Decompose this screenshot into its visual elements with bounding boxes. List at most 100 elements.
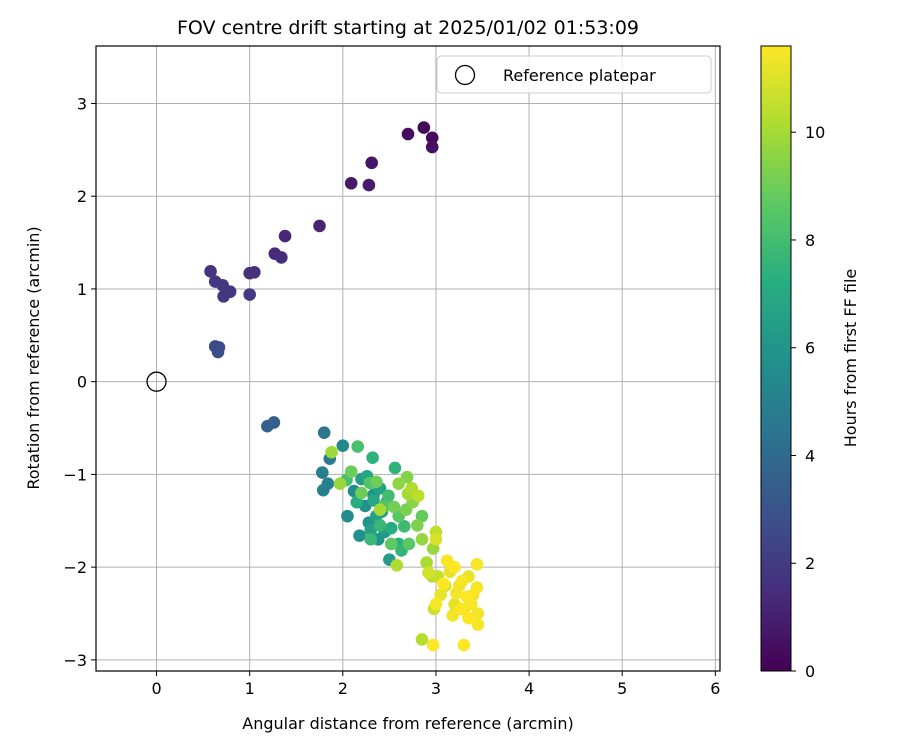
data-point: [373, 503, 387, 516]
y-tick-label: −3: [63, 651, 87, 670]
colorbar-tick-label: 6: [805, 339, 815, 358]
data-point: [366, 451, 379, 465]
chart-title: FOV centre drift starting at 2025/01/02 …: [177, 17, 639, 39]
legend-box: [436, 55, 712, 94]
data-point: [344, 465, 358, 478]
data-point: [333, 477, 347, 490]
data-point: [267, 416, 281, 429]
data-point: [415, 633, 429, 646]
data-point: [344, 176, 358, 190]
colorbar-gradient: [760, 45, 792, 672]
data-point: [411, 519, 424, 532]
x-axis-label: Angular distance from reference (arcmin): [242, 714, 573, 733]
data-point: [243, 288, 256, 301]
x-tick-label: 0: [151, 679, 161, 698]
data-point: [392, 477, 405, 490]
data-point: [362, 178, 376, 192]
reference-point: [146, 371, 167, 392]
data-point: [370, 475, 383, 489]
data-point: [454, 602, 468, 616]
y-axis-label: Rotation from reference (arcmin): [24, 226, 43, 489]
data-point: [316, 466, 329, 479]
data-point: [471, 607, 485, 620]
data-point: [460, 590, 473, 604]
colorbar-tick-label: 10: [805, 123, 825, 142]
x-tick-label: 1: [245, 679, 255, 698]
data-point: [384, 521, 398, 535]
data-point: [364, 533, 378, 546]
data-point: [448, 560, 461, 574]
data-point: [471, 618, 485, 631]
x-tick-label: 3: [431, 679, 441, 698]
data-point: [415, 533, 429, 546]
data-point: [316, 483, 330, 497]
data-point: [387, 500, 401, 514]
legend-marker: [454, 64, 476, 86]
data-point: [355, 486, 368, 500]
colorbar: 0 2 4 6 8 10 Hours from first FF file: [760, 45, 860, 681]
data-point: [351, 440, 365, 453]
data-point: [415, 509, 429, 523]
data-point: [388, 461, 402, 475]
grid-lines: [96, 46, 720, 671]
reference-marker: [146, 371, 167, 392]
x-tick-label: 4: [524, 679, 534, 698]
data-point: [278, 229, 292, 243]
data-point: [275, 251, 288, 264]
x-tick-label: 2: [338, 679, 348, 698]
data-point: [382, 489, 395, 503]
data-point: [402, 537, 416, 551]
data-point: [401, 127, 415, 141]
colorbar-tick-label: 4: [805, 446, 815, 465]
data-point: [390, 558, 404, 572]
data-point: [364, 523, 378, 537]
y-tick-label: 1: [77, 280, 87, 299]
colorbar-tick-label: 8: [805, 231, 815, 250]
y-tick-label: 2: [77, 187, 87, 206]
colorbar-tick-label: 2: [805, 554, 815, 573]
data-point: [470, 558, 484, 571]
y-tick-label: −2: [63, 558, 87, 577]
data-point: [325, 445, 338, 459]
data-point: [470, 581, 484, 594]
x-axis-ticks: 0 1 2 3 4 5 6: [151, 671, 720, 698]
data-point: [313, 219, 326, 233]
data-point: [336, 439, 350, 452]
y-tick-label: 0: [77, 373, 87, 392]
data-point: [353, 529, 366, 542]
data-point: [384, 537, 398, 551]
x-tick-label: 5: [617, 679, 627, 698]
data-point: [397, 520, 411, 533]
colorbar-label: Hours from first FF file: [841, 269, 860, 448]
legend: Reference platepar: [436, 55, 712, 94]
data-point: [317, 426, 331, 439]
data-point: [217, 290, 230, 303]
legend-label: Reference platepar: [503, 66, 656, 85]
data-point: [426, 638, 440, 652]
data-point: [204, 265, 217, 278]
data-point: [373, 519, 387, 532]
data-point: [450, 586, 463, 600]
data-point: [422, 566, 435, 580]
y-tick-label: −1: [63, 465, 87, 484]
data-point: [462, 611, 475, 625]
data-point: [367, 494, 380, 507]
data-point: [437, 577, 450, 591]
data-point: [420, 556, 433, 569]
data-point: [365, 156, 378, 170]
data-point: [417, 121, 431, 134]
y-axis-ticks: −3 −2 −1 0 1 2 3: [63, 94, 96, 670]
data-point: [455, 574, 469, 588]
data-point: [429, 597, 443, 611]
data-point: [341, 509, 354, 523]
x-tick-label: 6: [710, 679, 720, 698]
plot-frame: [95, 45, 721, 672]
data-point: [429, 533, 443, 546]
data-point: [425, 140, 439, 154]
colorbar-tick-label: 0: [805, 662, 815, 681]
data-point: [350, 495, 364, 509]
data-point: [425, 131, 439, 145]
data-point: [211, 345, 225, 359]
data-point: [411, 489, 425, 503]
